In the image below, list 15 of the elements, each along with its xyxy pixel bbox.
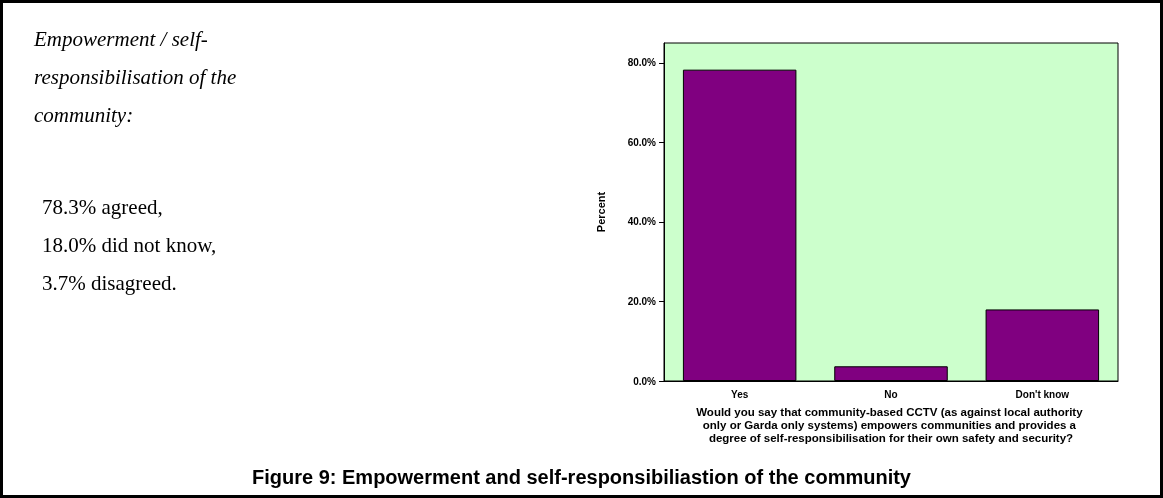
x-tick-label: Don't know (1015, 388, 1070, 400)
text: Figure 9: Empowerment and self-responsibiliastion of the community (251, 466, 912, 489)
y-tick-label: 0.0% (633, 375, 657, 387)
x-tick-label: No (884, 388, 898, 400)
text: 3.7% disagreed. (41, 270, 178, 297)
x-axis-title: Would you say that community-based CCTV (as against local authority only or Garda only systems) empowers communities and provides a degree of self-responsibilisation for their own safety and security? (696, 405, 1086, 444)
text: 18.0% did not know, (41, 232, 218, 259)
x-tick-label: Yes (731, 388, 749, 400)
y-axis-title: Percent (594, 191, 607, 233)
y-tick-label: 40.0% (627, 216, 657, 228)
text: 78.3% agreed, (41, 194, 164, 221)
y-tick-label: 20.0% (627, 295, 657, 307)
y-tick-label: 80.0% (627, 57, 657, 69)
text: Empowerment / self-responsibilisation of the community: (34, 26, 238, 129)
y-tick-label: 60.0% (627, 136, 657, 148)
